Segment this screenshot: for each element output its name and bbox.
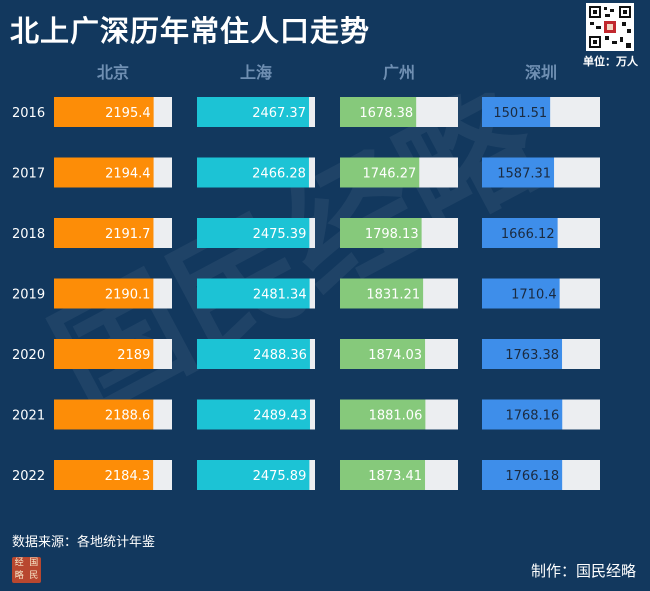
bar-fill <box>54 339 154 369</box>
bar-fill <box>340 157 420 188</box>
bar-fill <box>482 278 560 309</box>
bar-fill <box>197 97 309 127</box>
logo-char: 民 <box>29 571 39 581</box>
logo-char: 略 <box>14 571 24 581</box>
logo-char: 经 <box>14 558 24 568</box>
value-label: 2466.28 <box>252 167 306 182</box>
value-label: 2489.43 <box>253 409 307 424</box>
year-label: 2022 <box>12 469 45 484</box>
value-label: 1831.21 <box>366 288 420 303</box>
bar-fill <box>197 460 310 490</box>
value-label: 1666.12 <box>501 227 555 242</box>
bar-fill <box>197 218 310 248</box>
bar-fill <box>482 339 563 369</box>
value-label: 2194.4 <box>105 167 151 182</box>
column-header: 广州 <box>383 63 415 82</box>
qr-code-icon <box>586 3 634 51</box>
year-label: 2016 <box>12 106 45 121</box>
value-label: 1768.16 <box>505 409 559 424</box>
value-label: 1766.18 <box>505 469 559 484</box>
bar-fill <box>482 218 558 248</box>
qr-code[interactable] <box>586 3 634 51</box>
value-label: 2475.39 <box>253 227 307 242</box>
value-label: 1587.31 <box>497 167 551 182</box>
bar-fill <box>340 460 426 490</box>
bar-fill <box>482 460 563 490</box>
value-label: 2188.6 <box>105 409 151 424</box>
value-label: 2191.7 <box>105 227 151 242</box>
value-label: 1678.38 <box>359 106 413 121</box>
source-note: 数据来源：各地统计年鉴 <box>12 535 156 550</box>
bar-fill <box>197 339 310 369</box>
value-label: 2189 <box>117 348 150 363</box>
bar-fill <box>54 157 154 188</box>
bar-fill <box>197 157 309 188</box>
year-label: 2019 <box>12 288 45 303</box>
value-label: 2190.1 <box>105 288 151 303</box>
year-label: 2018 <box>12 227 45 242</box>
bar-fill <box>340 339 426 369</box>
maker-credit: 制作：国民经略 <box>530 562 636 580</box>
value-label: 2195.4 <box>105 106 151 121</box>
bar-fill <box>54 278 154 309</box>
logo-char: 国 <box>29 558 39 568</box>
bar-fill <box>197 399 310 430</box>
bar-fill <box>340 218 422 248</box>
column-header: 深圳 <box>525 63 557 82</box>
column-header: 北京 <box>97 63 129 82</box>
year-label: 2020 <box>12 348 45 363</box>
value-label: 2488.36 <box>253 348 307 363</box>
bar-fill <box>482 399 563 430</box>
bar-fill <box>482 97 551 127</box>
bar-fill <box>54 218 154 248</box>
bar-fill <box>482 157 555 188</box>
brand-logo: 经 国 略 民 <box>12 557 41 583</box>
chart-title: 北上广深历年常住人口走势 <box>10 14 371 48</box>
year-label: 2017 <box>12 167 45 182</box>
unit-label: 单位：万人 <box>583 55 638 68</box>
value-label: 1873.41 <box>368 469 422 484</box>
column-header: 上海 <box>240 63 272 82</box>
value-label: 2467.37 <box>252 106 306 121</box>
bar-fill <box>54 399 154 430</box>
year-label: 2021 <box>12 409 45 424</box>
value-label: 1501.51 <box>493 106 547 121</box>
bar-fill <box>54 97 154 127</box>
value-label: 1746.27 <box>362 167 416 182</box>
bar-fill <box>340 399 426 430</box>
value-label: 2475.89 <box>253 469 307 484</box>
value-label: 1763.38 <box>505 348 559 363</box>
value-label: 2481.34 <box>253 288 307 303</box>
bar-fill <box>197 278 310 309</box>
bar-fill <box>340 97 417 127</box>
value-label: 1798.13 <box>365 227 419 242</box>
bar-fill <box>54 460 154 490</box>
value-label: 2184.3 <box>105 469 151 484</box>
bar-fill <box>340 278 424 309</box>
value-label: 1881.06 <box>369 409 423 424</box>
value-label: 1710.4 <box>511 288 557 303</box>
value-label: 1874.03 <box>368 348 422 363</box>
population-chart: 北京 上海 广州 深圳 2016 2195.4 2467.37 1678.38 1501.51 2… <box>12 63 600 490</box>
